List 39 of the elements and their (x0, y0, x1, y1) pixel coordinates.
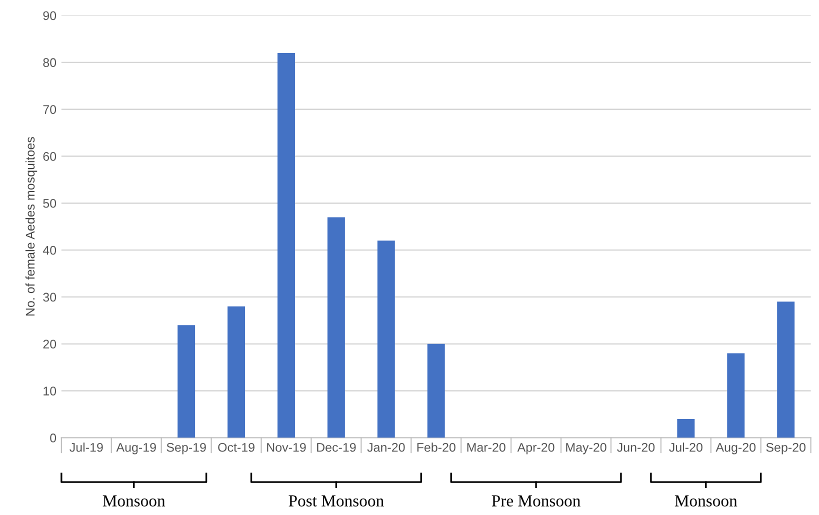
x-tick-label: Aug-19 (116, 442, 156, 454)
y-tick-label: 20 (43, 340, 56, 349)
bar (278, 52, 295, 438)
bar (427, 344, 445, 438)
y-tick-label: 40 (42, 246, 56, 255)
x-tick-label: Sep-19 (166, 442, 206, 454)
y-tick-label: 80 (43, 58, 56, 68)
y-tick-label: 90 (43, 11, 56, 20)
x-tick-label: Jul-19 (70, 442, 103, 452)
bar (777, 302, 795, 438)
text: Post Monsoon (288, 495, 384, 506)
x-tick-label: Jul-20 (669, 442, 702, 452)
x-tick-label: Mar-20 (467, 442, 506, 452)
x-tick-label: Jun-20 (617, 442, 655, 452)
y-axis-title: No. of female Aedes mosquitoes (25, 137, 38, 316)
y-tick-label: 50 (43, 198, 56, 208)
text: Pre Monsoon (492, 495, 580, 506)
bar (178, 325, 196, 438)
x-tick-label: Jan-20 (367, 442, 405, 452)
x-tick-label: Dec-19 (317, 442, 356, 452)
text: Monsoon (102, 495, 166, 506)
bar (377, 240, 395, 438)
bar (327, 217, 345, 438)
y-tick-label: 70 (43, 105, 56, 114)
y-tick-label: 10 (44, 386, 56, 396)
text: Monsoon (674, 495, 738, 506)
y-tick-label: 0 (50, 434, 56, 442)
x-tick-label: Nov-19 (267, 442, 306, 452)
y-tick-label: 60 (43, 152, 56, 161)
y-tick-label: 30 (43, 292, 56, 302)
bar (228, 306, 246, 438)
bar (727, 353, 745, 438)
x-tick-label: Sep-20 (766, 442, 806, 454)
x-tick-label: May-20 (566, 442, 606, 454)
x-tick-label: Aug-20 (716, 442, 756, 454)
bar (677, 418, 695, 438)
x-tick-label: Feb-20 (417, 442, 456, 452)
x-tick-label: Oct-19 (218, 442, 254, 452)
x-tick-label: Apr-20 (517, 442, 554, 454)
